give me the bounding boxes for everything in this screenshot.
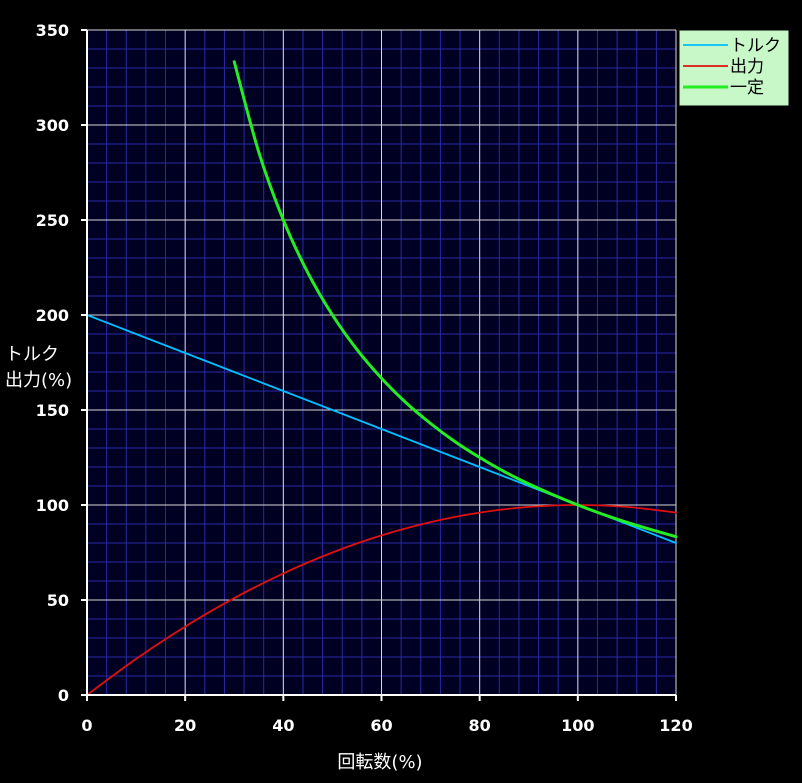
legend-label-1: トルク — [730, 36, 781, 56]
series-line-3 — [232, 60, 678, 539]
legend-box — [678, 29, 790, 107]
legend-label-2: 出力 — [730, 57, 764, 77]
x-tick-label: 120 — [659, 716, 692, 735]
y-tick-label: 300 — [36, 116, 69, 135]
legend-label-3: 一定 — [730, 78, 764, 98]
y-tick-label: 350 — [36, 21, 69, 40]
series-layer — [86, 60, 678, 696]
y-tick-label: 200 — [36, 306, 69, 325]
y-axis-title-line2: 出力(%) — [5, 370, 72, 391]
major-grid — [87, 29, 677, 695]
x-tick-label: 20 — [174, 716, 196, 735]
x-tick-label: 60 — [370, 716, 392, 735]
y-axis-title-line1: トルク — [5, 344, 59, 365]
x-tick-label: 40 — [272, 716, 294, 735]
y-tick-label: 100 — [36, 496, 69, 515]
tick-labels: 0 20 40 60 80 100 120 0 50 100 150 200 250 300 350 — [36, 21, 693, 735]
x-tick-label: 100 — [561, 716, 594, 735]
x-tick-label: 0 — [81, 716, 92, 735]
x-axis-title: 回転数(%) — [337, 752, 422, 773]
y-tick-label: 0 — [58, 686, 69, 705]
y-tick-label: 50 — [47, 591, 69, 610]
axis-ticks — [81, 29, 677, 701]
x-tick-label: 80 — [469, 716, 491, 735]
y-tick-label: 150 — [36, 401, 69, 420]
y-tick-label: 250 — [36, 211, 69, 230]
